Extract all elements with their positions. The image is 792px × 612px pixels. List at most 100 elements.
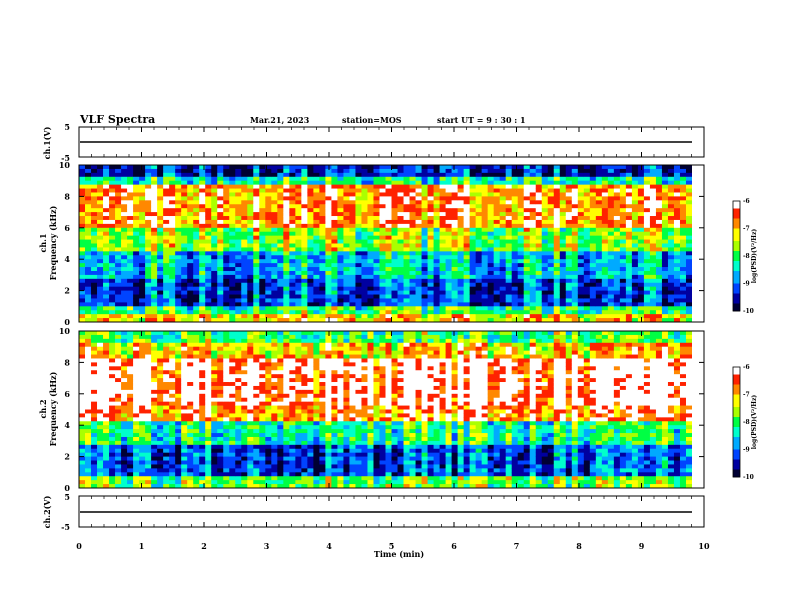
spectrogram-cell [199, 413, 206, 418]
spectrogram-cell [451, 278, 459, 284]
spectrogram-cell [445, 251, 453, 256]
spectrogram-cell [193, 460, 200, 465]
spectrogram-cell [271, 286, 278, 292]
spectrogram-cell [199, 165, 206, 170]
spectrogram-cell [127, 270, 134, 276]
spectrogram-cell [163, 310, 170, 315]
spectrogram-cell [625, 208, 633, 213]
spectrogram-cell [79, 378, 86, 383]
spectrogram-cell [247, 172, 254, 178]
spectrogram-cell [337, 286, 344, 292]
spectrogram-cell [163, 255, 170, 260]
spectrogram-cell [271, 168, 278, 174]
spectrogram-cell [493, 227, 501, 233]
spectrogram-cell [151, 274, 158, 280]
spectrogram-cell [385, 247, 392, 252]
spectrogram-cell [289, 208, 296, 213]
spectrogram-cell [127, 417, 134, 422]
spectrogram-cell [541, 204, 549, 209]
spectrogram-cell [481, 263, 489, 268]
spectrogram-cell [319, 200, 326, 205]
spectrogram-cell [391, 196, 398, 201]
spectrogram-cell [553, 165, 561, 170]
spectrogram-cell [547, 243, 555, 248]
spectrogram-cell [385, 298, 392, 303]
spectrogram-cell [139, 212, 146, 217]
spectrogram-cell [253, 274, 260, 280]
spectrogram-cell [457, 263, 465, 268]
spectrogram-cell [367, 314, 374, 319]
spectrogram-cell [217, 247, 224, 252]
spectrogram-cell [685, 274, 693, 280]
spectrogram-cell [457, 172, 465, 178]
spectrogram-cell [139, 397, 146, 403]
spectrogram-cell [355, 314, 362, 319]
spectrogram-cell [403, 251, 410, 256]
spectrogram-cell [361, 286, 368, 292]
spectrogram-cell [271, 208, 278, 213]
spectrogram-cell [331, 216, 338, 221]
spectrogram-cell [133, 370, 140, 375]
spectrogram-cell [367, 196, 374, 201]
spectrogram-cell [283, 227, 290, 233]
spectrogram-cell [259, 212, 266, 217]
spectrogram-cell [199, 278, 206, 284]
spectrogram-cell [487, 318, 495, 323]
spectrogram-cell [109, 374, 116, 379]
spectrogram-cell [367, 267, 374, 272]
spectrogram-cell [139, 200, 146, 205]
spectrogram-cell [655, 270, 663, 276]
spectrogram-cell [325, 196, 332, 201]
spectrogram-cell [637, 227, 645, 233]
spectrogram-cell [205, 239, 212, 244]
spectrogram-cell [619, 282, 627, 288]
spectrogram-cell [175, 259, 182, 264]
spectrogram-cell [121, 274, 128, 280]
spectrogram-cell [103, 385, 110, 391]
spectrogram-cell [367, 298, 374, 303]
spectrogram-cell [79, 433, 86, 438]
spectrogram-cell [295, 223, 302, 229]
spectrogram-cell [517, 314, 525, 319]
spectrogram-cell [127, 389, 134, 395]
spectrogram-cell [325, 263, 332, 268]
spectrogram-cell [97, 247, 104, 252]
spectrogram-cell [307, 270, 314, 276]
spectrogram-cell [457, 302, 465, 307]
spectrogram-cell [187, 393, 194, 399]
spectrogram-cell [151, 448, 158, 454]
spectrogram-cell [145, 385, 152, 391]
spectrogram-cell [175, 468, 182, 473]
spectrogram-cell [547, 270, 555, 276]
spectrogram-cell [127, 231, 134, 237]
spectrogram-cell [643, 204, 651, 209]
spectrogram-cell [229, 278, 236, 284]
spectrogram-cell [211, 219, 218, 225]
spectrogram-cell [97, 263, 104, 268]
spectrogram-cell [139, 393, 146, 399]
spectrogram-cell [151, 417, 158, 422]
spectrogram-cell [307, 188, 314, 193]
spectrogram-cell [673, 294, 681, 299]
spectrogram-cell [553, 282, 561, 288]
spectrogram-cell [247, 302, 254, 307]
spectrogram-cell [517, 310, 525, 315]
spectrogram-cell [91, 370, 98, 375]
spectrogram-cell [403, 223, 410, 229]
spectrogram-cell [481, 239, 489, 244]
spectrogram-cell [565, 302, 573, 307]
spectrogram-cell [163, 460, 170, 465]
spectrogram-cell [109, 302, 116, 307]
spectrogram-cell [97, 251, 104, 256]
spectrogram-cell [673, 298, 681, 303]
spectrogram-cell [127, 421, 134, 426]
spectrogram-cell [439, 318, 446, 323]
spectrogram-cell [643, 318, 651, 323]
spectrogram-cell [655, 231, 663, 237]
spectrogram-cell [583, 310, 591, 315]
spectrogram-cell [601, 306, 609, 311]
spectrogram-cell [343, 216, 350, 221]
spectrogram-cell [139, 192, 146, 197]
spectrogram-cell [343, 188, 350, 193]
spectrogram-cell [301, 188, 308, 193]
